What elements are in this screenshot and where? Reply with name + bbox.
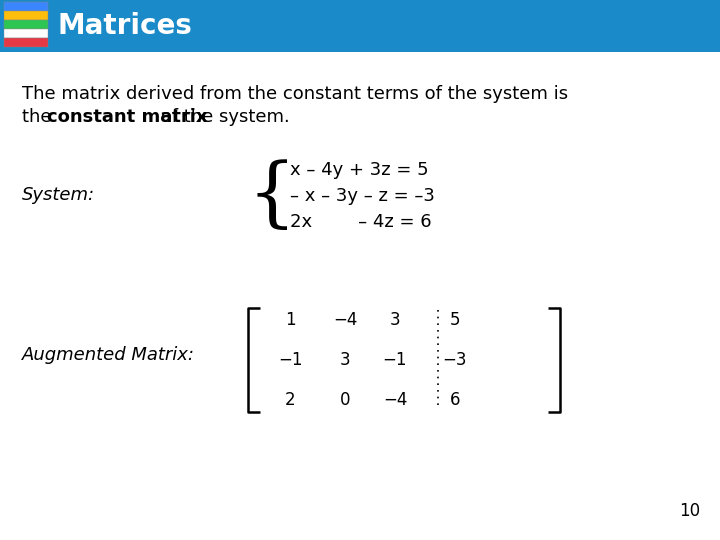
Text: of the system.: of the system. <box>155 108 289 126</box>
Text: constant matrix: constant matrix <box>47 108 207 126</box>
Text: 5: 5 <box>450 311 460 329</box>
Text: −1: −1 <box>383 351 408 369</box>
Text: 6: 6 <box>450 391 460 409</box>
Text: 1: 1 <box>284 311 295 329</box>
Text: 2x        – 4z = 6: 2x – 4z = 6 <box>290 213 431 231</box>
Text: 0: 0 <box>340 391 350 409</box>
Text: −1: −1 <box>278 351 302 369</box>
FancyBboxPatch shape <box>4 11 48 19</box>
Text: −4: −4 <box>383 391 408 409</box>
FancyBboxPatch shape <box>4 29 48 37</box>
FancyBboxPatch shape <box>4 20 48 29</box>
Text: −4: −4 <box>333 311 357 329</box>
Text: {: { <box>248 159 296 233</box>
Text: – x – 3y – z = –3: – x – 3y – z = –3 <box>290 187 435 205</box>
Text: −3: −3 <box>443 351 467 369</box>
Text: The matrix derived from the constant terms of the system is: The matrix derived from the constant ter… <box>22 85 568 103</box>
Text: Matrices: Matrices <box>58 12 193 40</box>
FancyBboxPatch shape <box>4 38 48 46</box>
Text: 2: 2 <box>284 391 295 409</box>
Text: 3: 3 <box>390 311 400 329</box>
Text: x – 4y + 3z = 5: x – 4y + 3z = 5 <box>290 161 428 179</box>
FancyBboxPatch shape <box>0 0 720 52</box>
Text: 10: 10 <box>679 502 700 520</box>
FancyBboxPatch shape <box>4 2 48 10</box>
Text: System:: System: <box>22 186 95 204</box>
Text: the: the <box>22 108 58 126</box>
Text: Augmented Matrix:: Augmented Matrix: <box>22 346 195 364</box>
Text: 3: 3 <box>340 351 351 369</box>
